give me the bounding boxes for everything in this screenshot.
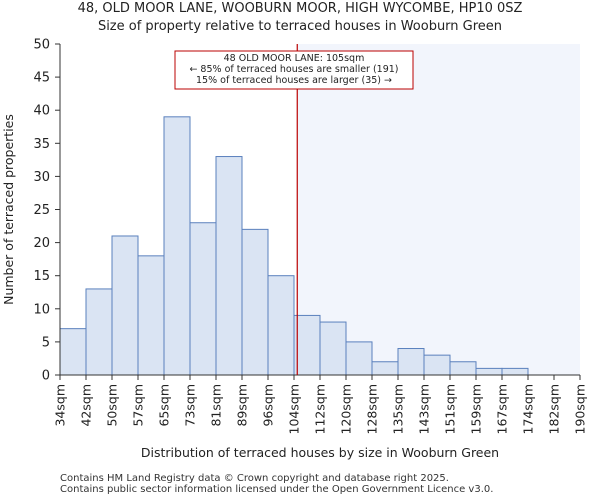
x-tick-label: 120sqm	[339, 384, 354, 434]
x-tick-label: 73sqm	[183, 384, 198, 427]
x-tick-label: 50sqm	[105, 384, 120, 427]
x-tick-label: 96sqm	[261, 384, 276, 427]
y-tick-label: 35	[33, 137, 50, 152]
y-tick-label: 20	[33, 236, 50, 251]
y-tick-label: 50	[33, 38, 50, 53]
chart-subtitle: Size of property relative to terraced ho…	[97, 19, 503, 34]
y-tick-label: 45	[33, 71, 50, 86]
x-tick-label: 57sqm	[131, 384, 146, 427]
bar-104sqm	[293, 314, 321, 376]
y-tick-label: 30	[33, 170, 50, 185]
y-tick-label: 10	[33, 302, 50, 317]
annotation-line-2: ← 85% of terraced houses are smaller (19…	[189, 64, 398, 75]
bar-34sqm	[59, 328, 87, 376]
bar-65sqm	[163, 116, 191, 376]
x-tick-label: 128sqm	[365, 384, 380, 434]
bar-112sqm	[319, 321, 347, 376]
x-tick-label: 34sqm	[53, 384, 68, 427]
larger-properties-region	[297, 44, 580, 375]
bar-42sqm	[85, 288, 113, 376]
x-tick-label: 167sqm	[495, 384, 510, 434]
bar-159sqm	[475, 367, 503, 376]
annotation-line-1: 48 OLD MOOR LANE: 105sqm	[224, 53, 365, 64]
bar-167sqm	[501, 367, 529, 376]
x-tick-label: 190sqm	[573, 384, 588, 434]
x-tick-label: 159sqm	[469, 384, 484, 434]
x-tick-label: 182sqm	[547, 384, 562, 434]
y-tick-label: 40	[33, 104, 50, 119]
chart-title: 48, OLD MOOR LANE, WOOBURN MOOR, HIGH WY…	[77, 1, 523, 16]
x-tick-label: 112sqm	[313, 384, 328, 434]
bar-73sqm	[189, 222, 217, 376]
x-tick-label: 81sqm	[209, 384, 224, 427]
x-tick-label: 42sqm	[79, 384, 94, 427]
x-tick-label: 143sqm	[417, 384, 432, 434]
y-tick-label: 5	[42, 335, 50, 350]
bar-81sqm	[215, 156, 243, 376]
y-tick-label: 25	[33, 203, 50, 218]
y-axis-label: Number of terraced properties	[1, 114, 16, 305]
bar-96sqm	[267, 275, 295, 376]
y-tick-label: 15	[33, 269, 50, 284]
footer-line-1: Contains HM Land Registry data © Crown c…	[60, 473, 449, 484]
annotation-line-3: 15% of terraced houses are larger (35) →	[196, 75, 392, 86]
x-tick-label: 135sqm	[391, 384, 406, 434]
bar-135sqm	[397, 348, 425, 376]
bar-57sqm	[137, 255, 165, 376]
footer-line-2: Contains public sector information licen…	[60, 484, 494, 495]
x-tick-label: 104sqm	[287, 384, 302, 434]
bar-143sqm	[423, 354, 451, 376]
y-tick-label: 0	[42, 369, 50, 384]
bar-50sqm	[111, 235, 139, 376]
annotation-box	[174, 50, 414, 90]
x-tick-label: 151sqm	[443, 384, 458, 434]
bar-120sqm	[345, 341, 373, 376]
bar-128sqm	[371, 361, 399, 376]
bar-89sqm	[241, 228, 269, 376]
x-tick-label: 89sqm	[235, 384, 250, 427]
x-tick-label: 65sqm	[157, 384, 172, 427]
x-tick-label: 174sqm	[521, 384, 536, 434]
x-axis-label: Distribution of terraced houses by size …	[141, 445, 499, 460]
bar-151sqm	[449, 361, 477, 376]
